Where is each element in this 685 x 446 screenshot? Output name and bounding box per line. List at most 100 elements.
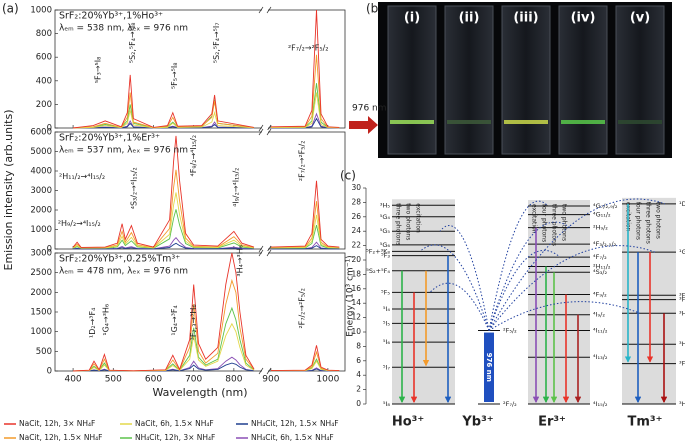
y-tick-label: 0 (356, 399, 361, 408)
axis-break-mark (258, 128, 264, 136)
cuvette (558, 5, 608, 155)
legend-label: NaCit, 12h, 3× NH₄F (19, 419, 95, 428)
transition-label: ³H₄→³H₆ (235, 245, 244, 277)
y-tick-label: 200 (36, 100, 52, 110)
y-tick-label: 500 (36, 347, 52, 357)
x-tick-label: 700 (185, 375, 202, 385)
x-tick-label: 400 (64, 375, 81, 385)
level-label: ²H₁₁/₂ (593, 262, 611, 270)
level-label: ⁴G₇/₂,₉/₂ (593, 202, 618, 210)
axis-break-mark (266, 367, 272, 375)
level-label: ³F₂ (679, 291, 685, 299)
y-tick-label: 16 (351, 284, 361, 293)
y-tick-label: 0 (47, 124, 52, 134)
legend-label: NaCit, 6h, 1.5× NH₄F (135, 419, 214, 428)
level-label: ⁴I₁₃/₂ (593, 353, 608, 361)
level-label: ³H₅ (380, 201, 390, 209)
panel-label: (c) (340, 169, 356, 183)
emission-glow (447, 120, 491, 124)
transition-label: ²H₉/₂→⁴I₁₅/₂ (58, 219, 101, 228)
energy-transfer (429, 282, 490, 331)
cuvette (501, 5, 551, 155)
emission-glow (504, 120, 548, 124)
y-tick-label: 2500 (30, 268, 52, 278)
level-label: ⁵F₃ (381, 252, 390, 260)
pathway-note: two photons (561, 204, 568, 241)
panel-title: SrF₂:20%Yb³⁺,0.25%Tm³⁺ (59, 254, 180, 265)
level-label: ⁵G₅ (380, 227, 391, 235)
x-axis-label: Wavelength (nm) (152, 386, 247, 399)
level-label: ⁵F₅ (381, 288, 390, 296)
level-label: ⁴F₃/₂,₅/₂ (593, 240, 617, 248)
laser-label: 976 nm (352, 104, 387, 114)
transition-label: ⁵F₅→⁵I₈ (170, 63, 179, 90)
ion-name: Tm³⁺ (628, 415, 663, 430)
axis-break-mark (258, 124, 264, 132)
axis-break-mark (266, 6, 272, 14)
emission-glow (390, 120, 434, 124)
y-tick-label: 600 (36, 53, 52, 63)
x-tick-label: 500 (105, 375, 122, 385)
y-tick-label: 0 (47, 367, 52, 377)
y-tick-label: 28 (351, 197, 361, 206)
level-label: ³F₃ (679, 296, 685, 304)
level-label: ⁴I₉/₂ (593, 311, 605, 319)
transition-label: ¹G₄→³H₆ (102, 304, 111, 336)
y-tick-label: 6 (356, 356, 361, 365)
pathway-note: two photons (655, 202, 662, 239)
energy-transfer (488, 249, 561, 331)
sample-label: (iii) (513, 11, 538, 26)
y-tick-label: 8 (356, 341, 361, 350)
transition-label: ⁵S₂,⁵F₄→⁵I₇ (212, 23, 221, 64)
axis-break-gap (262, 130, 268, 251)
level-label: ⁴I₁₁/₂ (593, 327, 608, 335)
y-tick-label: 1500 (30, 308, 52, 318)
y-tick-label: 1000 (30, 6, 52, 16)
level-label: ⁴I₁₅/₂ (593, 400, 608, 408)
spectrum-line (73, 83, 340, 129)
emission-glow (618, 120, 662, 124)
pathway-note: three photons (395, 203, 402, 245)
transition-label: ²H₁₁/₂→⁴I₁₅/₂ (59, 172, 105, 181)
axis-break-mark (266, 128, 272, 136)
sample-label: (v) (630, 11, 650, 26)
axis-break-mark (258, 245, 264, 253)
transition-label: ⁵S₂,⁵F₄→⁵I₈ (128, 23, 137, 64)
transition-label: ⁴I₉/₂→⁴I₁₅/₂ (231, 168, 240, 207)
y-tick-label: 4000 (30, 167, 52, 177)
transition-label: ²F₇/₂→²F₅/₂ (298, 288, 307, 329)
ion-column (528, 200, 590, 404)
pathway-note: three photons (645, 202, 652, 244)
legend-label: NaCit, 12h, 1.5× NH₄F (19, 433, 102, 442)
panel-title: SrF₂:20%Yb³⁺,1%Er³⁺ (59, 133, 160, 144)
y-tick-label: 10 (351, 327, 361, 336)
spectrum-line (73, 322, 340, 372)
level-label: ⁵S₂+⁵F₄ (366, 267, 390, 275)
level-label: ⁴F₇/₂ (593, 253, 607, 261)
spectrum-line (73, 252, 340, 372)
y-tick-label: 18 (351, 269, 361, 278)
pathway-note: excitation (531, 204, 538, 234)
level-label: ¹D₂ (679, 200, 685, 208)
level-label: ³H₅ (679, 340, 685, 348)
y-tick-label: 2 (356, 385, 361, 394)
y-tick-label: 2000 (30, 288, 52, 298)
y-tick-label: 22 (351, 241, 361, 250)
y-tick-label: 3000 (30, 186, 52, 196)
pathway-note: excitation (415, 203, 422, 233)
y-tick-label: 6000 (30, 128, 52, 138)
pathway-note: four photons (635, 202, 642, 240)
level-label: ⁵F₂+³K₈ (366, 247, 390, 255)
transition-label: ¹D₂→³F₄ (88, 308, 97, 338)
level-label: ⁴G₁₁/₂ (593, 211, 611, 219)
cuvette (444, 5, 494, 155)
energy-transfer (488, 301, 641, 331)
ion-name: Er³⁺ (538, 415, 566, 430)
pump-label: 976 nm (485, 353, 493, 382)
spectrum-line (73, 9, 340, 129)
axis-break-gap (262, 8, 268, 130)
energy-transfer (488, 198, 666, 331)
transition-label: ⁴S₃/₂→⁴I₁₅/₂ (130, 167, 139, 209)
